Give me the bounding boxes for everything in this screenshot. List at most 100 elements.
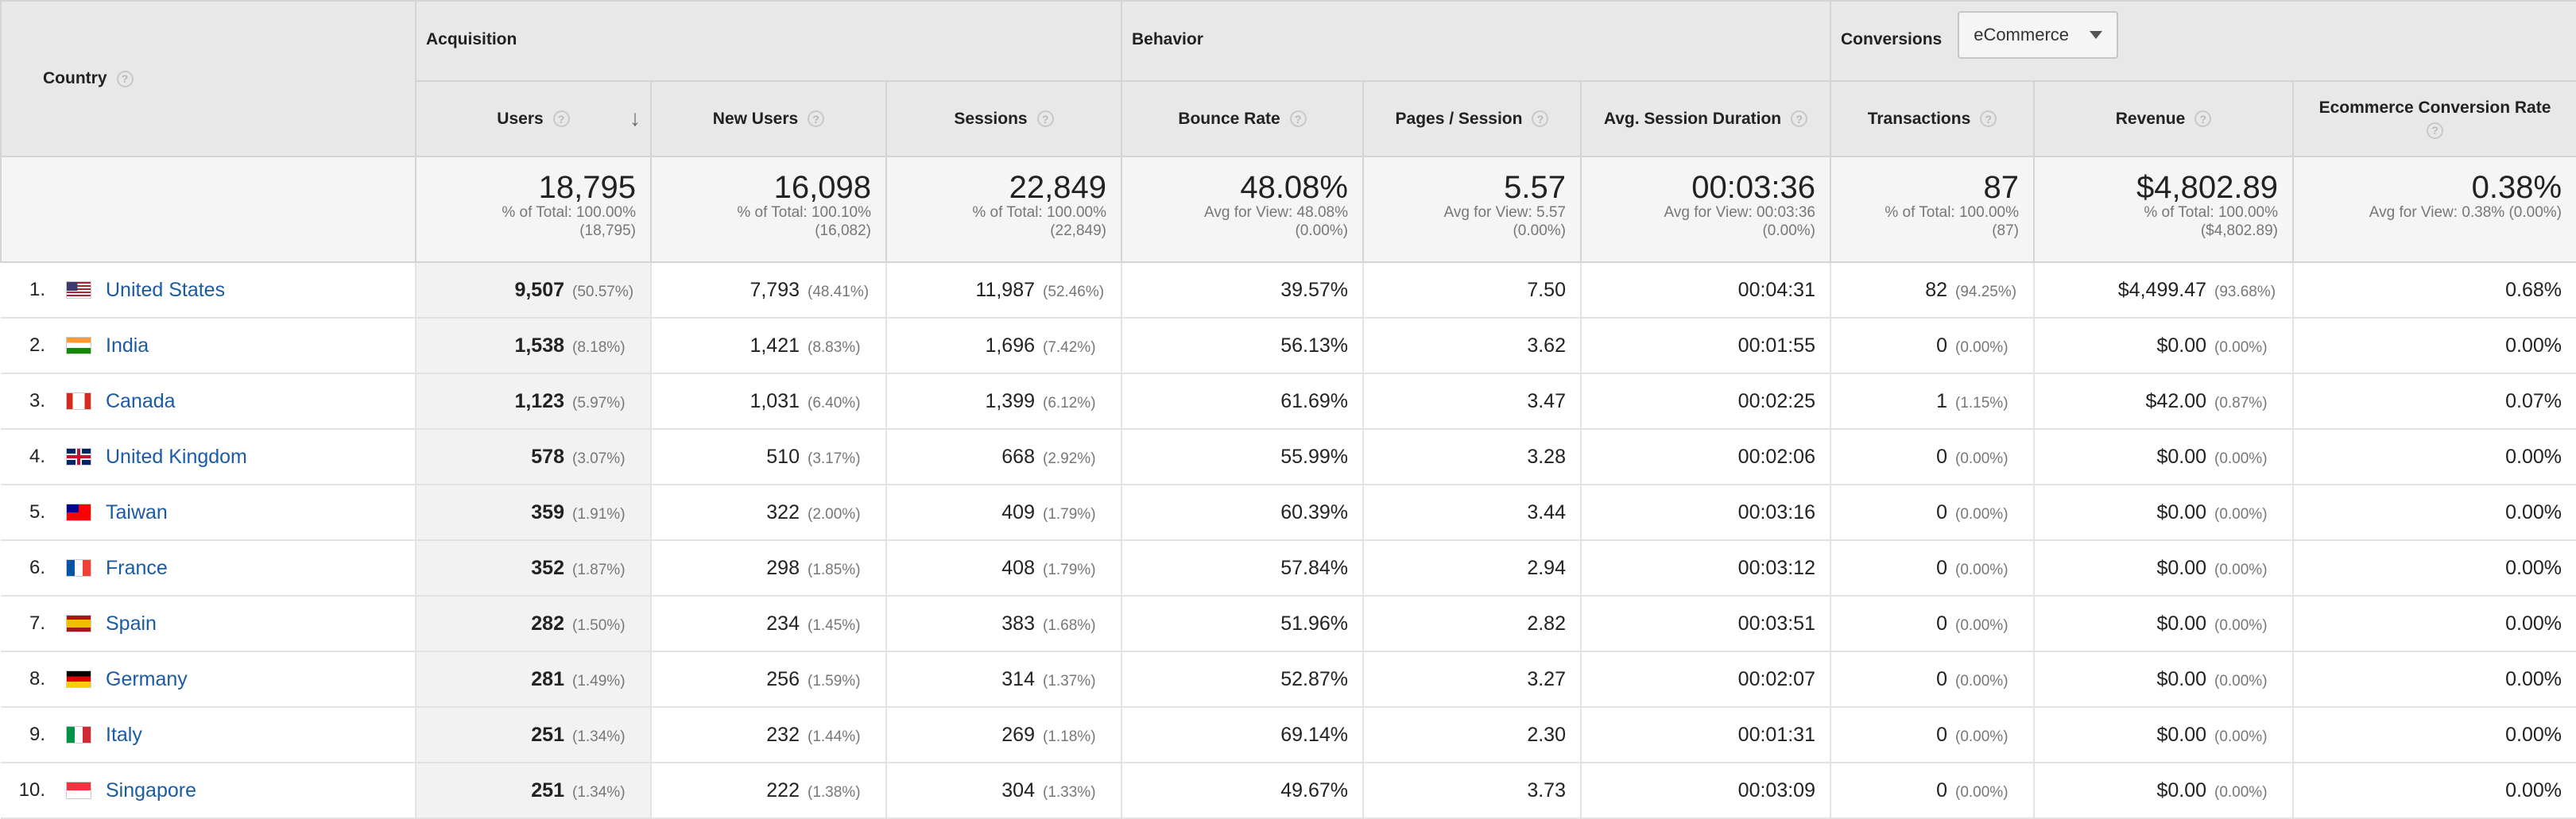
country-link[interactable]: United States: [106, 278, 226, 301]
row-index: 10.: [18, 779, 45, 802]
revenue-cell: $4,499.47 (93.68%): [2034, 262, 2294, 319]
help-icon[interactable]: ?: [2427, 122, 2443, 139]
pages-session-cell: 2.94: [1363, 540, 1582, 597]
total-transactions: 87% of Total: 100.00% (87): [1830, 156, 2035, 263]
help-icon[interactable]: ?: [552, 110, 570, 128]
pages-session-column-header[interactable]: Pages / Session?: [1362, 80, 1582, 157]
ecr-value: 0.00%: [2505, 778, 2562, 802]
country-header-label: Country: [43, 69, 107, 87]
country-link[interactable]: France: [106, 556, 168, 579]
revenue-value: $0.00: [2156, 778, 2206, 802]
group-header-row: Country ? Acquisition Behavior Conversio…: [0, 0, 2576, 157]
avg-session-duration-value: 00:01:55: [1737, 334, 1815, 357]
help-icon[interactable]: ?: [1980, 110, 1997, 128]
avg-session-duration-value: 00:04:31: [1737, 278, 1815, 301]
users-percent: (50.57%): [572, 283, 634, 300]
bounce-rate-cell: 55.99%: [1121, 429, 1364, 485]
new-users-value: 256: [766, 667, 800, 690]
avg-session-duration-cell: 00:01:31: [1581, 707, 1831, 763]
users-value: 282: [531, 612, 564, 635]
revenue-percent: (0.00%): [2214, 338, 2268, 356]
sort-descending-icon[interactable]: ↓: [629, 106, 641, 131]
sessions-percent: (1.79%): [1043, 505, 1096, 523]
new-users-cell: 1,421 (8.83%): [651, 318, 887, 374]
country-link[interactable]: Singapore: [106, 778, 196, 802]
help-icon[interactable]: ?: [1036, 110, 1054, 128]
total-ecr: 0.38% Avg for View: 0.38% (0.00%): [2291, 156, 2576, 263]
table-row: 8. Germany 281 (1.49%) 256 (1.59%) 314 (1.37%) 5…: [1, 651, 2576, 708]
ecr-value: 0.00%: [2505, 667, 2562, 690]
sessions-cell: 304 (1.33%): [886, 763, 1122, 819]
bounce-rate-value: 51.96%: [1280, 612, 1348, 635]
pages-session-value: 7.50: [1527, 278, 1566, 301]
behavior-group-header: Behavior: [1121, 0, 1831, 83]
table-row: 9. Italy 251 (1.34%) 232 (1.44%) 269 (1.18%) 69.…: [1, 707, 2576, 763]
ecr-value: 0.00%: [2505, 445, 2562, 468]
table-row: 7. Spain 282 (1.50%) 234 (1.45%) 383 (1.68%) 51.…: [1, 596, 2576, 652]
sessions-percent: (1.37%): [1043, 672, 1096, 690]
new-users-column-header[interactable]: New Users?: [650, 80, 887, 157]
country-column-header[interactable]: Country ?: [0, 0, 416, 157]
help-icon[interactable]: ?: [1532, 110, 1549, 128]
new-users-value: 298: [766, 556, 800, 579]
avg-session-duration-value: 00:03:51: [1737, 612, 1815, 635]
bounce-rate-header-label: Bounce Rate: [1178, 109, 1280, 128]
avg-session-duration-column-header[interactable]: Avg. Session Duration?: [1580, 80, 1831, 157]
pages-session-value: 3.73: [1527, 778, 1566, 802]
country-link[interactable]: Italy: [106, 723, 142, 746]
country-link[interactable]: Spain: [106, 612, 157, 635]
country-link[interactable]: India: [106, 334, 149, 357]
help-icon[interactable]: ?: [808, 110, 825, 128]
row-index: 6.: [29, 557, 45, 579]
row-index: 1.: [29, 279, 45, 301]
conversion-type-dropdown[interactable]: eCommerce: [1958, 11, 2119, 59]
ecr-cell: 0.00%: [2293, 318, 2576, 374]
sessions-column-header[interactable]: Sessions?: [885, 80, 1122, 157]
help-icon[interactable]: ?: [1791, 110, 1808, 128]
transactions-column-header[interactable]: Transactions?: [1830, 80, 2035, 157]
pages-session-cell: 3.44: [1363, 485, 1582, 541]
revenue-percent: (0.00%): [2214, 505, 2268, 523]
new-users-percent: (6.40%): [808, 394, 861, 411]
country-link[interactable]: United Kingdom: [106, 445, 247, 468]
ecr-value: 0.00%: [2505, 723, 2562, 746]
revenue-cell: $0.00 (0.00%): [2034, 596, 2294, 652]
users-percent: (1.34%): [572, 728, 626, 745]
flag-es-icon: [66, 615, 91, 633]
revenue-column-header[interactable]: Revenue?: [2033, 80, 2294, 157]
new-users-cell: 234 (1.45%): [651, 596, 887, 652]
help-icon[interactable]: ?: [1289, 110, 1307, 128]
avg-session-duration-value: 00:02:25: [1737, 389, 1815, 412]
ecr-value: 0.00%: [2505, 334, 2562, 357]
new-users-cell: 510 (3.17%): [651, 429, 887, 485]
ecr-column-header[interactable]: Ecommerce Conversion Rate ?: [2291, 80, 2576, 157]
transactions-percent: (0.00%): [1955, 672, 2009, 690]
revenue-cell: $0.00 (0.00%): [2034, 540, 2294, 597]
flag-sg-icon: [66, 782, 91, 800]
help-icon[interactable]: ?: [2194, 110, 2212, 128]
new-users-value: 222: [766, 778, 800, 802]
pages-session-cell: 2.30: [1363, 707, 1582, 763]
country-link[interactable]: Canada: [106, 389, 176, 412]
country-link[interactable]: Germany: [106, 667, 188, 690]
users-column-header[interactable]: Users? ↓: [415, 80, 652, 157]
ecr-value: 0.07%: [2505, 389, 2562, 412]
country-cell: 8. Germany: [1, 651, 416, 708]
bounce-rate-column-header[interactable]: Bounce Rate?: [1121, 80, 1364, 157]
country-link[interactable]: Taiwan: [106, 500, 168, 523]
avg-session-duration-cell: 00:03:16: [1581, 485, 1831, 541]
users-value: 9,507: [514, 278, 564, 301]
pages-session-cell: 2.82: [1363, 596, 1582, 652]
help-icon[interactable]: ?: [116, 70, 134, 87]
bounce-rate-value: 57.84%: [1280, 556, 1348, 579]
transactions-header-label: Transactions: [1867, 109, 1971, 128]
bounce-rate-cell: 52.87%: [1121, 651, 1364, 708]
transactions-value: 0: [1936, 445, 1947, 468]
sessions-cell: 668 (2.92%): [886, 429, 1122, 485]
ecr-cell: 0.00%: [2293, 763, 2576, 819]
conversion-type-value: eCommerce: [1974, 25, 2070, 44]
sessions-value: 383: [1001, 612, 1035, 635]
bounce-rate-cell: 49.67%: [1121, 763, 1364, 819]
users-value: 281: [531, 667, 564, 690]
revenue-header-label: Revenue: [2115, 109, 2186, 128]
